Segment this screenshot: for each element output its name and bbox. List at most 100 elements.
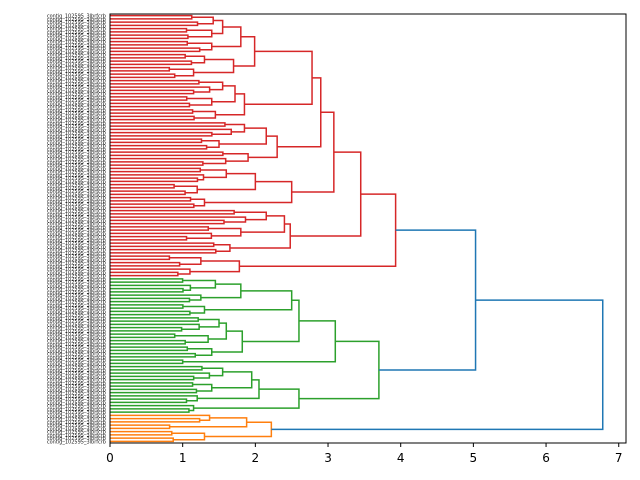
leaf-label: contig_102595_3lbrfcrb [47, 82, 106, 88]
dendrogram-link [110, 219, 225, 225]
leaf-label: contig_102595_3lbrfcrb [47, 420, 106, 426]
x-tick-label: 0 [106, 451, 114, 465]
leaf-label: contig_102595_3lbrfcrb [47, 202, 106, 208]
leaf-label: contig_102595_3lbrfcrb [47, 387, 106, 393]
leaf-label: contig_102595_3lbrfcrb [47, 300, 106, 306]
dendrogram-link [110, 89, 195, 95]
dendrogram-link [271, 299, 604, 431]
leaf-label: contig_102595_3lbrfcrb [47, 75, 106, 81]
dendrogram-link [192, 383, 213, 392]
dendrogram-link [201, 140, 220, 148]
leaf-label: contig_102595_3lbrfcrb [47, 160, 106, 166]
dendrogram-link [215, 93, 246, 116]
dendrogram-link [110, 268, 191, 275]
dendrogram-link [110, 53, 186, 59]
leaf-label: contig_102595_3lbrfcrb [47, 105, 106, 111]
leaf-label: contig_102595_3lbrfcrb [47, 228, 106, 234]
leaf-label: contig_102595_3lbrfcrb [47, 189, 106, 195]
dendrogram-link [110, 86, 211, 93]
x-tick-label: 5 [470, 451, 478, 465]
leaf-label: contig_102595_3lbrfcrb [47, 147, 106, 153]
leaf-label: contig_102595_3lbrfcrb [47, 43, 106, 49]
dendrogram-link [211, 26, 242, 48]
leaf-label: contig_102595_3lbrfcrb [47, 439, 106, 445]
dendrogram-link [200, 283, 242, 299]
dendrogram-link [110, 242, 215, 248]
dendrogram-link [110, 122, 226, 127]
dendrogram-link [187, 42, 213, 51]
leaf-label: contig_102595_3lbrfcrb [47, 270, 106, 276]
dendrogram-link [110, 161, 204, 166]
dendrogram-link [110, 388, 198, 394]
dendrogram-link [222, 153, 249, 162]
dendrogram-link [110, 430, 173, 436]
dendrogram-link [248, 135, 278, 159]
dendrogram-link [110, 216, 247, 223]
leaf-label: contig_102595_3lbrfcrb [47, 121, 106, 127]
dendrogram-link [110, 261, 181, 267]
leaf-label: contig_102595_3lbrfcrb [47, 371, 106, 377]
dendrogram-link [110, 372, 211, 379]
dendrogram-link [110, 304, 184, 309]
leaf-labels: contig_102595_3lbrfcrbcontig_102595_3lbr… [47, 14, 106, 446]
leaf-label: contig_102595_3lbrfcrb [47, 365, 106, 371]
dendrogram-link [110, 144, 208, 150]
dendrogram-link [174, 185, 198, 194]
leaf-label: contig_102595_3lbrfcrb [47, 46, 106, 52]
dendrogram-link [208, 322, 228, 340]
leaf-label: contig_102595_3lbrfcrb [47, 85, 106, 91]
leaf-label: contig_102595_3lbrfcrb [47, 92, 106, 98]
leaf-label: contig_102595_3lbrfcrb [47, 241, 106, 247]
dendrogram-link [110, 177, 199, 183]
dendrogram-link [110, 346, 189, 352]
leaf-label: contig_102595_3lbrfcrb [47, 27, 106, 33]
leaf-label: contig_102595_3lbrfcrb [47, 413, 106, 419]
leaf-label: contig_102595_3lbrfcrb [47, 69, 106, 75]
leaf-label: contig_102595_3lbrfcrb [47, 56, 106, 62]
leaf-label: contig_102595_3lbrfcrb [47, 400, 106, 406]
leaf-label: contig_102595_3lbrfcrb [47, 436, 106, 442]
leaf-label: contig_102595_3lbrfcrb [47, 267, 106, 273]
dendrogram-link [198, 81, 224, 91]
dendrogram-link [110, 255, 171, 261]
dendrogram-link [110, 333, 176, 339]
dendrogram-link [110, 96, 188, 101]
leaf-label: contig_102595_3lbrfcrb [47, 157, 106, 163]
dendrogram-link [110, 437, 174, 443]
dendrogram-link [189, 260, 241, 273]
dendrogram-link [110, 21, 199, 27]
dendrogram-link [110, 151, 224, 157]
leaf-label: contig_102595_3lbrfcrb [47, 313, 106, 319]
leaf-label: contig_102595_3lbrfcrb [47, 355, 106, 361]
leaf-label: contig_102595_3lbrfcrb [47, 264, 106, 270]
x-tick-label: 3 [324, 451, 332, 465]
leaf-label: contig_102595_3lbrfcrb [47, 222, 106, 228]
leaf-label: contig_102595_3lbrfcrb [47, 137, 106, 143]
leaf-label: contig_102595_3lbrfcrb [47, 163, 106, 169]
leaf-label: contig_102595_3lbrfcrb [47, 261, 106, 267]
dendrogram-link [182, 279, 217, 289]
leaf-label: contig_102595_3lbrfcrb [47, 192, 106, 198]
leaf-label: contig_102595_3lbrfcrb [47, 384, 106, 390]
plot-frame [109, 13, 627, 444]
dendrogram-links [110, 14, 604, 443]
leaf-label: contig_102595_3lbrfcrb [47, 368, 106, 374]
dendrogram-link [290, 151, 362, 237]
leaf-label: contig_102595_3lbrfcrb [47, 410, 106, 416]
leaf-label: contig_102595_3lbrfcrb [47, 361, 106, 367]
dendrogram-link [110, 278, 184, 283]
dendrogram-link [110, 66, 171, 72]
leaf-label: contig_102595_3lbrfcrb [47, 309, 106, 315]
dendrogram-link [110, 34, 189, 40]
dendrogram-link [187, 348, 213, 356]
dendrogram-link [110, 310, 191, 316]
leaf-label: contig_102595_3lbrfcrb [47, 62, 106, 68]
dendrogram-link [110, 323, 200, 330]
leaf-label: contig_102595_3lbrfcrb [47, 306, 106, 312]
dendrogram-link [110, 294, 202, 301]
leaf-label: contig_102595_3lbrfcrb [47, 378, 106, 384]
leaf-label: contig_102595_3lbrfcrb [47, 124, 106, 130]
dendrogram-link [110, 131, 213, 137]
leaf-label: contig_102595_3lbrfcrb [47, 225, 106, 231]
dendrogram-link [110, 248, 217, 254]
